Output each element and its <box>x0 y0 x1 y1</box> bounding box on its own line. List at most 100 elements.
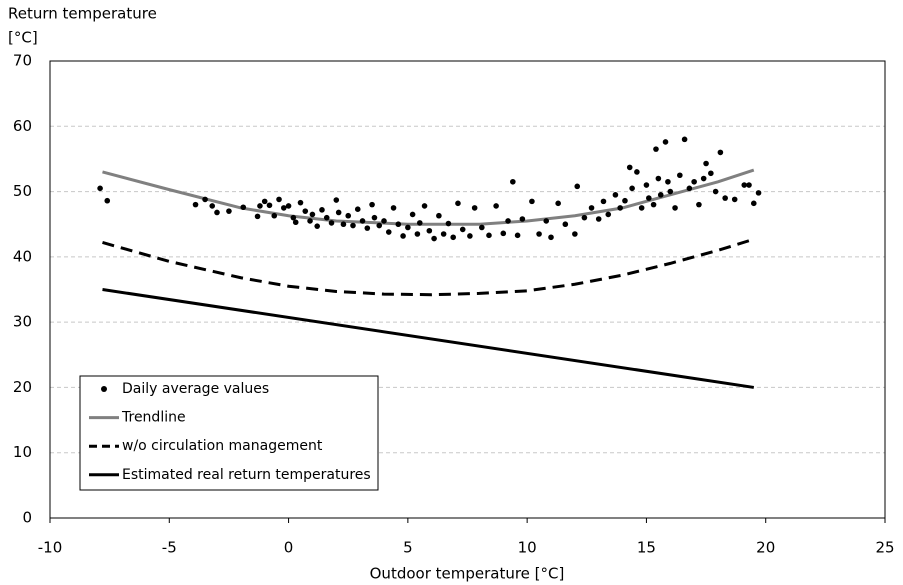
data-point <box>650 201 657 208</box>
y-tick-label: 40 <box>13 247 32 265</box>
data-point <box>543 218 550 224</box>
data-point <box>612 192 619 198</box>
data-point <box>390 205 397 211</box>
data-point <box>581 214 588 221</box>
y-tick-label: 10 <box>13 443 32 461</box>
legend-label: Estimated real return temperatures <box>122 467 371 483</box>
data-point <box>667 188 674 195</box>
data-point <box>421 203 428 209</box>
x-tick-label: 20 <box>756 539 775 557</box>
data-point <box>409 211 416 218</box>
x-tick-label: 10 <box>518 539 537 557</box>
data-point <box>192 201 199 208</box>
data-point <box>257 203 263 209</box>
data-point <box>335 209 342 216</box>
data-point <box>104 197 111 204</box>
y-tick-label: 0 <box>22 509 32 527</box>
data-point <box>459 226 466 233</box>
data-point <box>672 205 678 211</box>
x-tick-label: 5 <box>403 539 413 557</box>
data-point <box>261 198 268 205</box>
data-point <box>276 196 282 203</box>
data-point <box>345 212 352 219</box>
data-point <box>281 205 287 211</box>
data-point <box>486 232 492 239</box>
data-point <box>653 146 659 152</box>
data-point <box>629 185 635 192</box>
data-point <box>426 227 433 234</box>
data-point <box>467 233 473 239</box>
data-point <box>572 231 578 237</box>
data-point <box>600 198 607 205</box>
data-point <box>622 197 628 204</box>
data-point <box>395 221 402 228</box>
x-tick-label: 25 <box>875 539 894 557</box>
data-point <box>290 214 297 221</box>
line <box>102 237 755 297</box>
data-point <box>555 200 561 207</box>
data-point <box>450 234 456 241</box>
data-point <box>700 175 707 182</box>
data-point <box>445 220 452 227</box>
data-point <box>354 206 361 212</box>
data-point <box>703 160 709 167</box>
data-point <box>202 196 208 203</box>
data-point <box>686 185 693 192</box>
data-point <box>605 211 612 218</box>
data-point <box>681 136 688 143</box>
x-tick-label: 0 <box>284 539 294 557</box>
data-point <box>677 172 683 179</box>
data-point <box>254 213 261 220</box>
data-point <box>440 231 447 237</box>
legend-box <box>79 375 379 491</box>
data-point <box>665 178 671 185</box>
data-point <box>328 220 335 226</box>
data-point <box>319 207 325 213</box>
data-point <box>643 182 650 188</box>
data-point <box>240 204 247 211</box>
data-point <box>574 183 581 190</box>
legend-label: w/o circulation management <box>122 438 323 454</box>
data-point <box>271 212 278 219</box>
data-point <box>209 203 216 209</box>
data-point <box>657 192 664 198</box>
data-point <box>97 185 103 192</box>
y-axis-title: [°C] <box>8 29 38 47</box>
data-point <box>712 188 719 195</box>
data-point <box>340 221 347 228</box>
plot-frame <box>49 60 886 519</box>
x-tick-label: -5 <box>162 539 177 557</box>
data-point <box>617 205 623 211</box>
data-point <box>369 201 375 208</box>
data-point <box>755 190 762 196</box>
data-point <box>708 170 714 177</box>
y-tick-label: 30 <box>13 313 32 331</box>
x-axis-title: Outdoor temperature [°C] <box>370 565 565 583</box>
line <box>102 288 755 389</box>
y-tick-label: 50 <box>13 182 32 200</box>
data-point <box>214 209 220 216</box>
data-point <box>285 203 292 209</box>
legend-label: Trendline <box>121 410 186 426</box>
data-point <box>297 199 304 206</box>
data-point <box>514 232 521 239</box>
data-point <box>292 219 299 226</box>
x-tick-label: 15 <box>637 539 656 557</box>
data-point <box>364 225 371 231</box>
data-point <box>479 224 485 231</box>
data-point <box>405 224 411 231</box>
data-point <box>696 201 702 208</box>
data-point <box>493 203 499 209</box>
data-point <box>385 229 392 235</box>
legend-label: Daily average values <box>122 381 269 397</box>
data-point <box>634 169 640 175</box>
data-point <box>505 218 511 224</box>
data-point <box>436 212 442 219</box>
data-point <box>510 178 516 185</box>
x-tick-label: -10 <box>38 539 63 557</box>
data-point <box>333 197 340 203</box>
data-point <box>307 218 313 224</box>
data-point <box>359 218 366 224</box>
data-point <box>638 205 645 211</box>
data-point <box>414 231 421 237</box>
